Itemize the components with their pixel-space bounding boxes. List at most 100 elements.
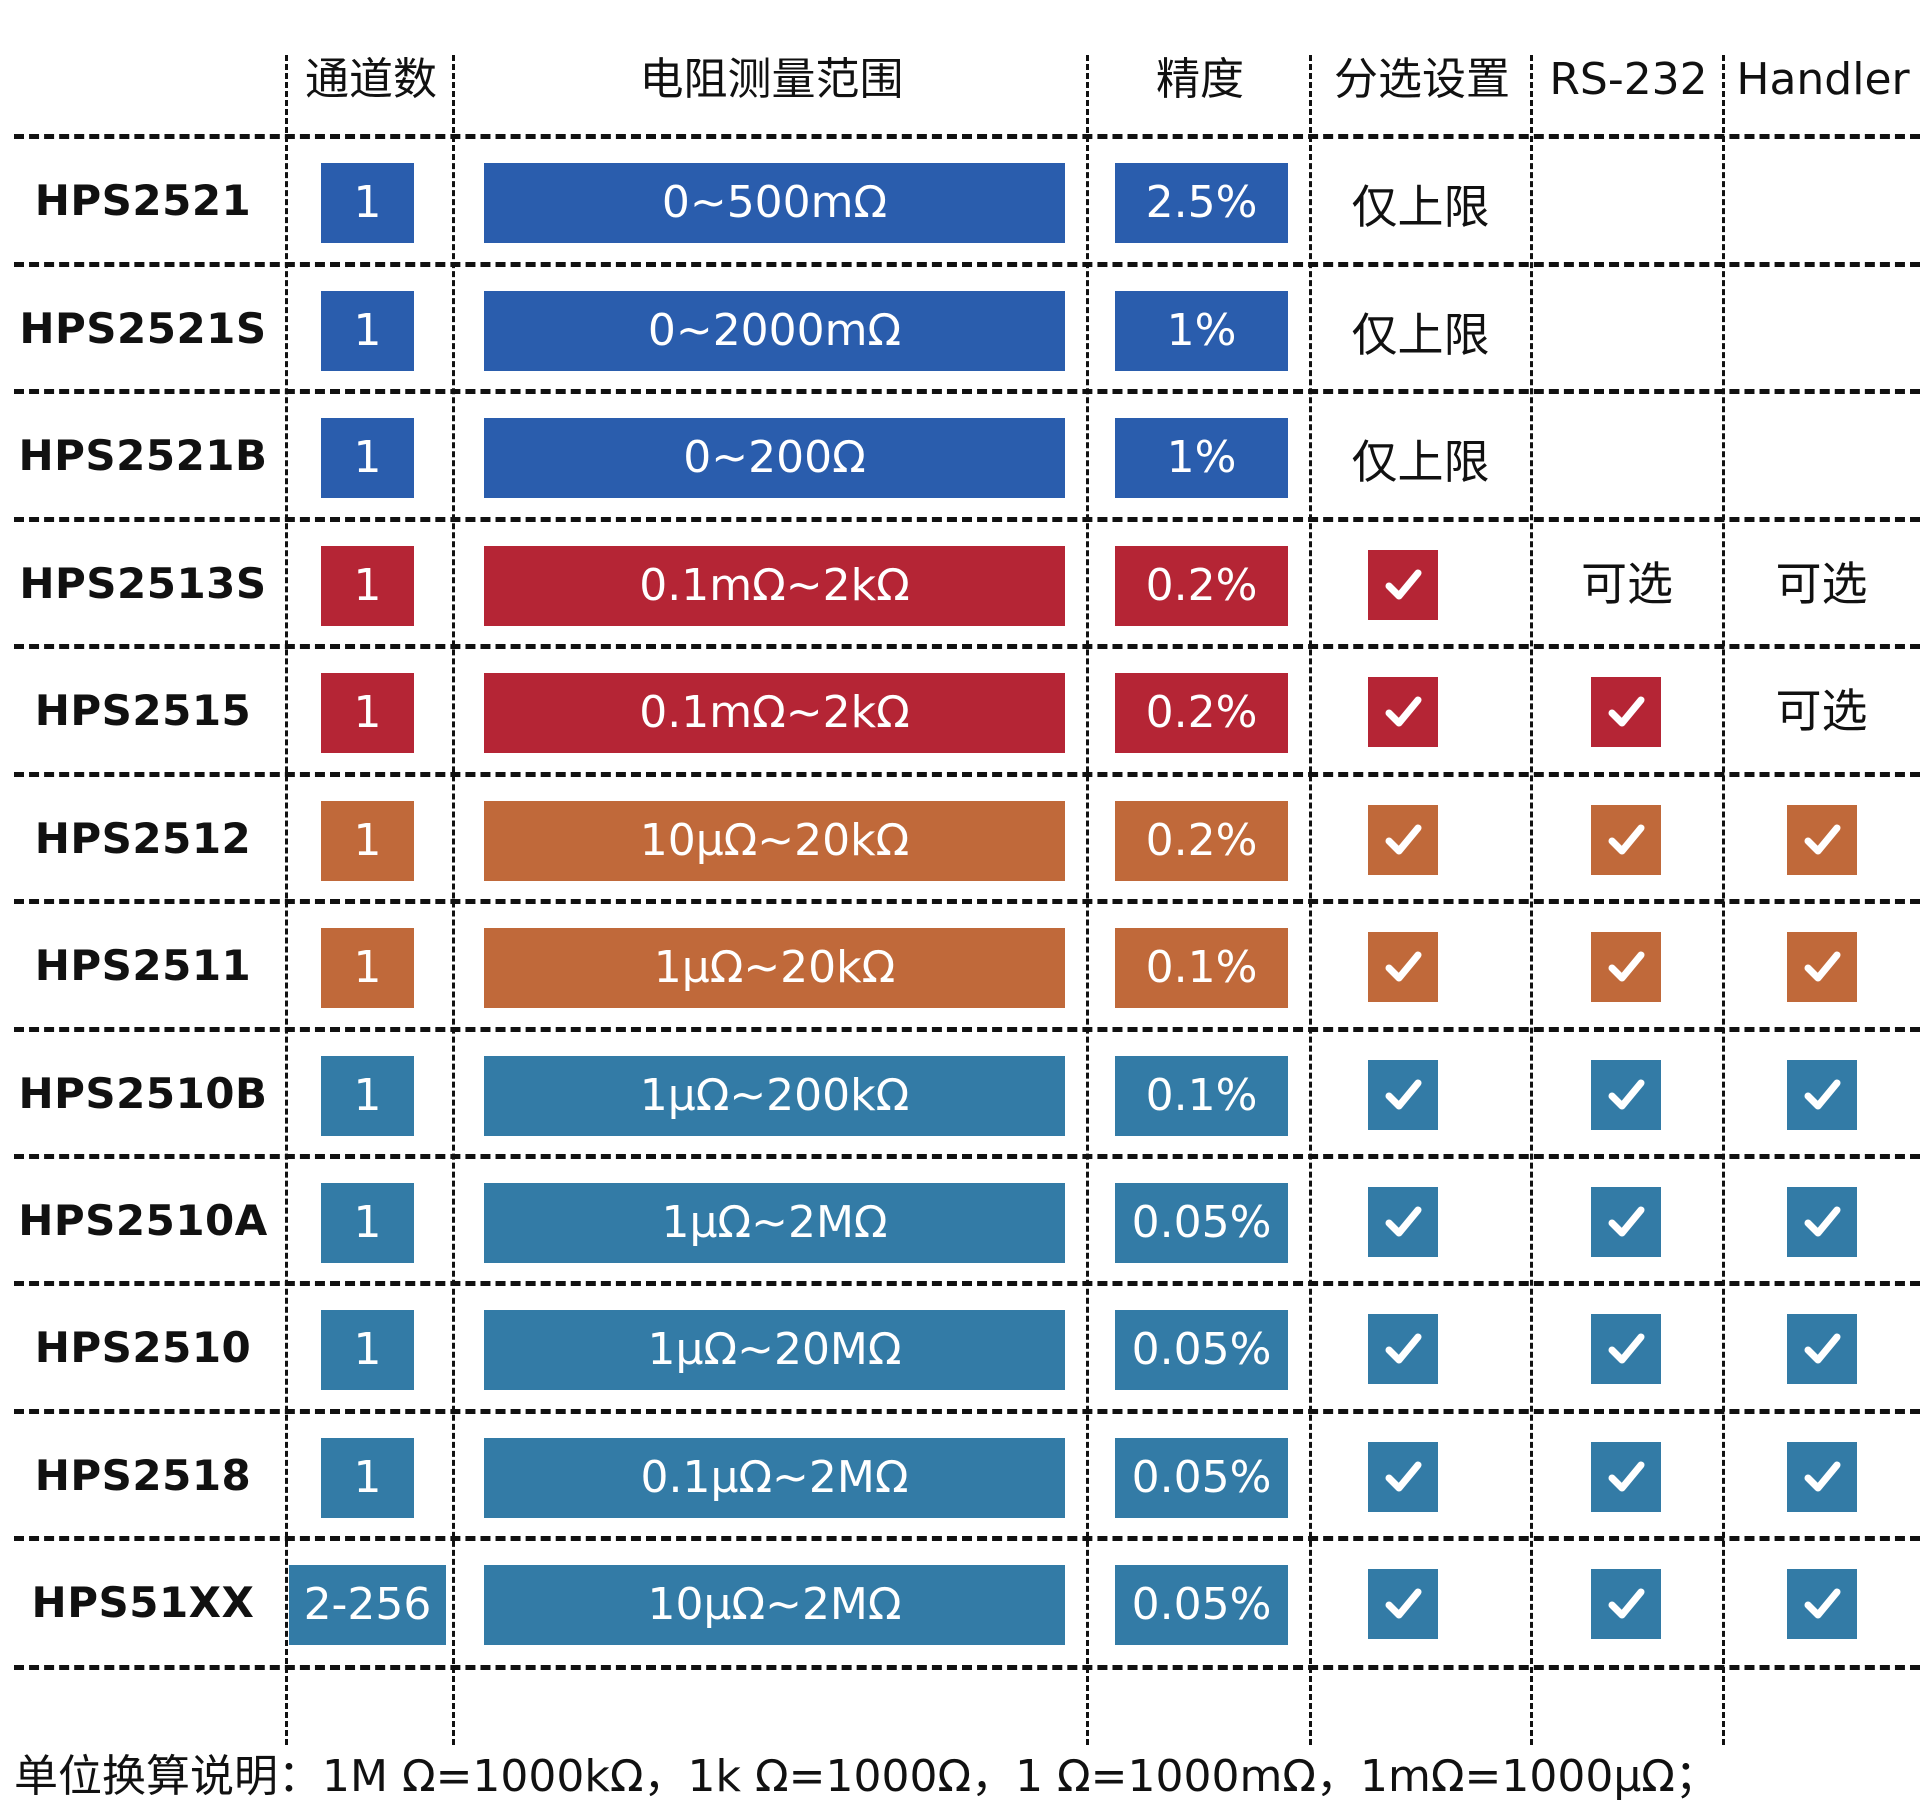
header-channels: 通道数 [305,54,437,105]
checkmark-icon [1787,932,1857,1002]
precision-badge: 0.2% [1115,673,1288,753]
header-rs232: RS-232 [1549,54,1708,105]
row-divider [14,1409,1920,1414]
column-divider [1722,55,1725,1745]
checkmark-icon [1787,1187,1857,1257]
model-name: HPS2510B [18,1069,268,1118]
checkmark-icon [1591,805,1661,875]
model-name: HPS2510A [18,1196,268,1245]
channel-count-badge: 1 [321,1310,414,1390]
column-divider [1086,55,1089,1745]
range-badge: 0.1mΩ~2kΩ [484,546,1065,626]
table-row: HPS2521 1 0~500mΩ 2.5% 仅上限 [0,137,1920,265]
range-badge: 1μΩ~20kΩ [484,928,1065,1008]
checkmark-icon [1787,805,1857,875]
precision-badge: 0.1% [1115,1056,1288,1136]
channel-count-badge: 1 [321,418,414,498]
range-badge: 10μΩ~2MΩ [484,1565,1065,1645]
handler-text: 可选 [1775,557,1868,611]
row-divider [14,1154,1920,1159]
row-divider [14,644,1920,649]
range-badge: 1μΩ~2MΩ [484,1183,1065,1263]
table-row: HPS2512 1 10μΩ~20kΩ 0.2% [0,775,1920,903]
table-row: HPS2521B 1 0~200Ω 1% 仅上限 [0,392,1920,520]
handler-text: 可选 [1775,684,1868,738]
range-badge: 0.1μΩ~2MΩ [484,1438,1065,1518]
table-row: HPS2515 1 0.1mΩ~2kΩ 0.2% 可选 [0,647,1920,775]
model-name: HPS2513S [19,559,267,608]
row-divider [14,134,1920,139]
channel-count-badge: 1 [321,673,414,753]
row-divider [14,1281,1920,1286]
column-divider [285,55,288,1745]
channel-count-badge: 1 [321,801,414,881]
channel-count-badge: 1 [321,163,414,243]
model-name: HPS2511 [34,941,252,990]
header-range: 电阻测量范围 [639,54,904,105]
checkmark-icon [1368,805,1438,875]
unit-conversion-note: 单位换算说明：1M Ω=1000kΩ，1k Ω=1000Ω，1 Ω=1000mΩ… [14,1751,1719,1802]
table-row: HPS2510 1 1μΩ~20MΩ 0.05% [0,1284,1920,1412]
row-divider [14,1027,1920,1032]
model-name: HPS2521 [34,176,252,225]
table-row: HPS2513S 1 0.1mΩ~2kΩ 0.2% 可选 可选 [0,520,1920,648]
precision-badge: 0.05% [1115,1310,1288,1390]
row-divider [14,772,1920,777]
row-divider [14,517,1920,522]
row-divider [14,262,1920,267]
range-badge: 0~500mΩ [484,163,1065,243]
range-badge: 1μΩ~200kΩ [484,1056,1065,1136]
model-name: HPS2515 [34,686,252,735]
checkmark-icon [1787,1569,1857,1639]
range-badge: 0~2000mΩ [484,291,1065,371]
model-name: HPS2510 [34,1323,252,1372]
model-name: HPS2512 [34,814,252,863]
header-precision: 精度 [1156,54,1244,105]
precision-badge: 0.05% [1115,1183,1288,1263]
channel-count-badge: 1 [321,546,414,626]
checkmark-icon [1591,1314,1661,1384]
model-name: HPS2521B [18,431,268,480]
checkmark-icon [1787,1060,1857,1130]
checkmark-icon [1787,1442,1857,1512]
range-badge: 1μΩ~20MΩ [484,1310,1065,1390]
channel-count-badge: 1 [321,928,414,1008]
model-name: HPS51XX [31,1578,255,1627]
sorting-text: 仅上限 [1351,180,1490,234]
channel-count-badge: 2-256 [289,1565,446,1645]
checkmark-icon [1368,1187,1438,1257]
checkmark-icon [1591,932,1661,1002]
checkmark-icon [1368,677,1438,747]
table-row: HPS2521S 1 0~2000mΩ 1% 仅上限 [0,265,1920,393]
table-row: HPS2518 1 0.1μΩ~2MΩ 0.05% [0,1412,1920,1540]
range-badge: 0~200Ω [484,418,1065,498]
table-row: HPS2511 1 1μΩ~20kΩ 0.1% [0,902,1920,1030]
row-divider [14,899,1920,904]
precision-badge: 0.1% [1115,928,1288,1008]
channel-count-badge: 1 [321,1056,414,1136]
row-divider [14,1665,1920,1670]
precision-badge: 0.05% [1115,1565,1288,1645]
precision-badge: 0.2% [1115,801,1288,881]
model-name: HPS2518 [34,1451,252,1500]
checkmark-icon [1787,1314,1857,1384]
row-divider [14,389,1920,394]
table-row: HPS2510B 1 1μΩ~200kΩ 0.1% [0,1030,1920,1158]
column-divider [1309,55,1312,1745]
checkmark-icon [1591,1060,1661,1130]
sorting-text: 仅上限 [1351,308,1490,362]
precision-badge: 1% [1115,291,1288,371]
checkmark-icon [1591,1442,1661,1512]
checkmark-icon [1368,1569,1438,1639]
channel-count-badge: 1 [321,1183,414,1263]
channel-count-badge: 1 [321,291,414,371]
checkmark-icon [1591,1569,1661,1639]
checkmark-icon [1368,932,1438,1002]
checkmark-icon [1368,1314,1438,1384]
checkmark-icon [1368,1060,1438,1130]
row-divider [14,1536,1920,1541]
precision-badge: 0.05% [1115,1438,1288,1518]
table-row: HPS2510A 1 1μΩ~2MΩ 0.05% [0,1157,1920,1285]
table-row: HPS51XX 2-256 10μΩ~2MΩ 0.05% [0,1539,1920,1667]
precision-badge: 0.2% [1115,546,1288,626]
